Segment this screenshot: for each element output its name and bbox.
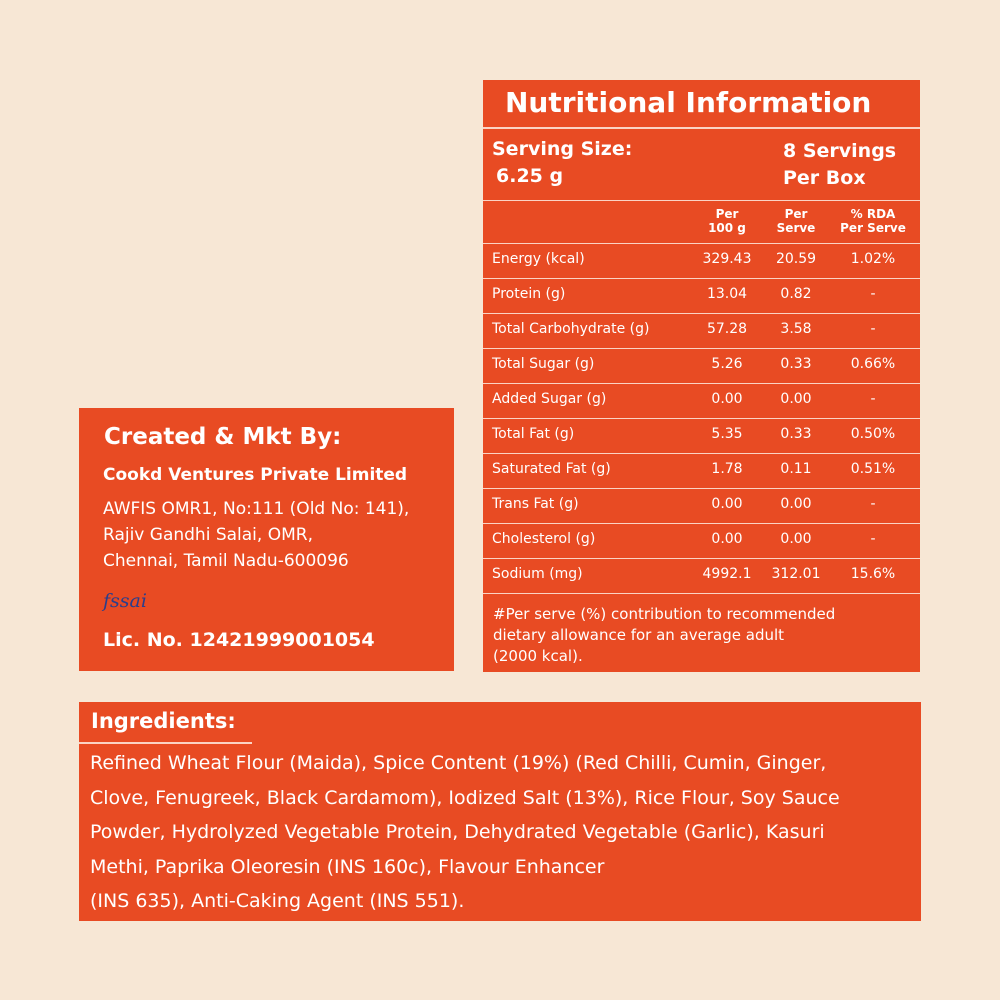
fssai-logo: fssai [103, 590, 147, 612]
nutrient-name: Total Carbohydrate (g) [492, 321, 650, 337]
ingredients-panel [79, 702, 921, 921]
nutrient-value: 20.59 [775, 251, 817, 267]
nutrient-name: Cholesterol (g) [492, 531, 596, 547]
nutrient-value: 0.50% [850, 426, 896, 442]
divider [483, 313, 920, 314]
column-header: Per [784, 207, 808, 221]
nutrient-name: Total Fat (g) [492, 426, 575, 442]
nutrient-value: 5.35 [711, 426, 743, 442]
nutrient-value: 0.82 [780, 286, 812, 302]
divider [483, 383, 920, 384]
nutrient-value: - [870, 531, 876, 547]
nutrient-name: Total Sugar (g) [492, 356, 595, 372]
divider [483, 558, 920, 559]
nutrient-value: 329.43 [702, 251, 752, 267]
nutrient-value: - [870, 391, 876, 407]
nutrient-value: 312.01 [771, 566, 821, 582]
ingredients-line: (INS 635), Anti-Caking Agent (INS 551). [90, 890, 465, 912]
nutrient-name: Protein (g) [492, 286, 566, 302]
address-line: AWFIS OMR1, No:111 (Old No: 141), [103, 499, 410, 519]
divider [483, 278, 920, 279]
nutrient-name: Added Sugar (g) [492, 391, 607, 407]
nutrient-value: 5.26 [711, 356, 743, 372]
nutrient-value: - [870, 496, 876, 512]
nutrient-value: 1.78 [711, 461, 743, 477]
servings: 8 Servings [783, 140, 897, 162]
divider [483, 523, 920, 524]
nutrition-panel [483, 80, 920, 672]
divider [483, 127, 920, 129]
column-header: 100 g [708, 221, 746, 235]
servings-unit: Per Box [783, 167, 866, 189]
divider [483, 453, 920, 454]
nutrient-value: - [870, 286, 876, 302]
maker-title: Created & Mkt By: [104, 424, 342, 450]
ingredients-line: Methi, Paprika Oleoresin (INS 160c), Fla… [90, 855, 605, 878]
nutrient-value: 57.28 [706, 321, 748, 337]
nutrient-value: 0.11 [780, 461, 812, 477]
nutrient-name: Saturated Fat (g) [492, 461, 611, 477]
divider [483, 200, 920, 201]
nutrient-value: 0.51% [850, 461, 896, 477]
ingredients-line: Clove, Fenugreek, Black Cardamom), Iodiz… [90, 786, 840, 809]
nutrient-value: 0.66% [850, 356, 896, 372]
nutrient-value: 15.6% [850, 566, 896, 582]
nutrient-value: 0.00 [711, 496, 743, 512]
nutrient-name: Trans Fat (g) [492, 496, 579, 512]
nutrient-value: 0.00 [780, 496, 812, 512]
footnote: #Per serve (%) contribution to recommend… [493, 605, 836, 623]
column-header: Per [715, 207, 739, 221]
column-header: Serve [776, 221, 816, 235]
ingredients-line: Powder, Hydrolyzed Vegetable Protein, De… [90, 821, 825, 843]
nutrient-value: 0.00 [780, 531, 812, 547]
divider [483, 593, 920, 594]
serving-size-label: Serving Size: [492, 138, 633, 160]
nutrient-value: 4992.1 [702, 566, 752, 582]
column-header: Per Serve [840, 221, 906, 235]
divider [79, 742, 252, 744]
footnote: (2000 kcal). [493, 647, 583, 665]
nutrient-name: Energy (kcal) [492, 251, 585, 267]
nutrient-value: 3.58 [780, 321, 812, 337]
company: Cookd Ventures Private Limited [103, 465, 408, 485]
nutrient-value: 0.33 [780, 356, 812, 372]
nutrient-value: 1.02% [850, 251, 896, 267]
serving-size: 6.25 g [496, 165, 564, 187]
nutrition-title: Nutritional Information [505, 86, 872, 119]
nutrient-value: - [870, 321, 876, 337]
maker-panel [79, 408, 454, 671]
nutrient-value: 0.00 [711, 391, 743, 407]
license: Lic. No. 12421999001054 [103, 629, 375, 651]
nutrient-value: 0.33 [780, 426, 812, 442]
nutrient-value: 0.00 [780, 391, 812, 407]
divider [483, 348, 920, 349]
footnote: dietary allowance for an average adult [493, 626, 785, 644]
divider [483, 418, 920, 419]
address-line: Rajiv Gandhi Salai, OMR, [103, 525, 313, 545]
ingredients-title: Ingredients: [91, 709, 236, 733]
nutrient-name: Sodium (mg) [492, 566, 583, 582]
nutrient-value: 0.00 [711, 531, 743, 547]
ingredients-line: Refined Wheat Flour (Maida), Spice Conte… [90, 752, 827, 774]
column-header: % RDA [850, 207, 896, 221]
address-line: Chennai, Tamil Nadu-600096 [103, 551, 349, 571]
nutrient-value: 13.04 [706, 286, 748, 302]
divider [483, 488, 920, 489]
divider [483, 243, 920, 244]
